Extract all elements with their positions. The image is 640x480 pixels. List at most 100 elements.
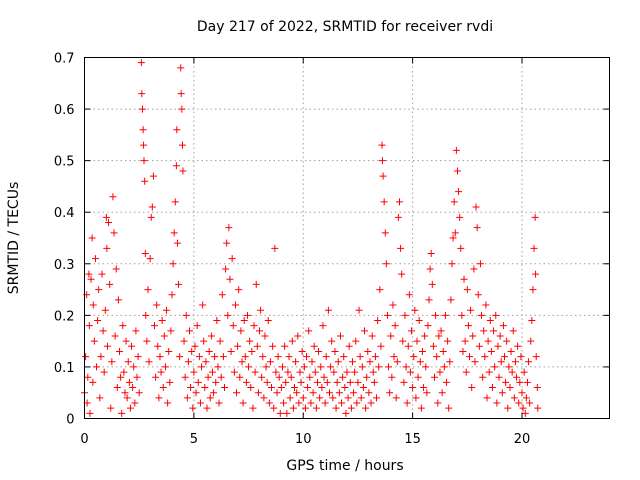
data-point bbox=[513, 373, 521, 381]
data-point bbox=[133, 373, 141, 381]
data-point bbox=[245, 363, 253, 371]
data-point bbox=[189, 404, 197, 412]
data-point bbox=[265, 399, 273, 407]
data-point bbox=[227, 347, 235, 355]
data-point bbox=[381, 229, 389, 237]
data-point bbox=[294, 332, 302, 340]
data-point bbox=[303, 353, 311, 361]
data-point bbox=[487, 347, 495, 355]
data-point bbox=[530, 244, 538, 252]
data-point bbox=[231, 301, 239, 309]
data-point bbox=[173, 239, 181, 247]
data-point bbox=[434, 399, 442, 407]
data-point bbox=[437, 327, 445, 335]
data-point bbox=[94, 317, 102, 325]
data-point bbox=[254, 389, 262, 397]
data-point bbox=[111, 332, 119, 340]
data-point bbox=[451, 229, 459, 237]
data-point bbox=[177, 90, 185, 98]
data-point bbox=[144, 286, 152, 294]
data-point bbox=[383, 311, 391, 319]
data-point bbox=[405, 291, 413, 299]
data-point bbox=[297, 378, 305, 386]
data-point bbox=[291, 384, 298, 392]
data-point bbox=[394, 213, 402, 221]
data-point bbox=[439, 347, 447, 355]
data-point bbox=[503, 337, 511, 345]
data-point bbox=[399, 337, 407, 345]
data-point bbox=[158, 317, 166, 325]
data-point bbox=[388, 373, 396, 381]
data-point bbox=[330, 368, 338, 376]
data-point bbox=[511, 358, 519, 366]
data-point bbox=[444, 337, 452, 345]
data-point bbox=[112, 265, 120, 273]
data-point bbox=[134, 353, 142, 361]
data-point bbox=[396, 198, 403, 206]
data-point bbox=[106, 280, 114, 288]
data-point bbox=[312, 404, 320, 412]
data-point bbox=[356, 353, 364, 361]
data-point bbox=[215, 399, 223, 407]
data-point bbox=[210, 389, 218, 397]
data-point bbox=[181, 373, 189, 381]
data-point bbox=[364, 347, 372, 355]
data-point bbox=[438, 389, 446, 397]
data-point bbox=[306, 373, 314, 381]
data-point bbox=[343, 368, 351, 376]
data-point bbox=[157, 368, 165, 376]
data-point bbox=[221, 384, 228, 392]
data-point bbox=[478, 311, 486, 319]
data-point bbox=[392, 394, 400, 402]
data-point bbox=[193, 322, 201, 330]
data-point bbox=[456, 213, 464, 221]
plot-frame bbox=[84, 57, 610, 419]
data-point bbox=[359, 384, 367, 392]
data-point bbox=[505, 363, 513, 371]
data-point bbox=[328, 337, 336, 345]
data-point bbox=[253, 342, 261, 350]
data-point bbox=[319, 322, 327, 330]
data-point bbox=[468, 384, 476, 392]
data-point bbox=[269, 342, 277, 350]
data-point bbox=[402, 363, 410, 371]
data-point bbox=[331, 347, 339, 355]
data-point bbox=[476, 260, 484, 268]
data-point bbox=[506, 384, 514, 392]
data-point bbox=[495, 373, 503, 381]
data-point bbox=[362, 404, 370, 412]
data-point bbox=[113, 384, 121, 392]
data-point bbox=[262, 363, 270, 371]
data-point bbox=[155, 394, 163, 402]
data-point bbox=[375, 363, 383, 371]
data-point bbox=[480, 327, 488, 335]
data-point bbox=[261, 332, 269, 340]
data-point bbox=[246, 337, 254, 345]
data-point bbox=[316, 394, 324, 402]
data-point bbox=[88, 234, 96, 242]
data-point bbox=[85, 270, 93, 278]
data-point bbox=[248, 347, 256, 355]
data-point bbox=[124, 358, 132, 366]
data-point bbox=[403, 399, 411, 407]
data-point bbox=[318, 384, 326, 392]
data-point bbox=[452, 146, 460, 154]
data-point bbox=[300, 363, 308, 371]
data-point bbox=[459, 347, 467, 355]
data-point bbox=[120, 368, 128, 376]
data-point bbox=[455, 188, 463, 196]
data-point bbox=[137, 59, 145, 67]
data-point bbox=[327, 363, 335, 371]
data-point bbox=[415, 317, 423, 325]
data-point bbox=[138, 90, 146, 98]
data-point bbox=[471, 358, 479, 366]
data-point bbox=[208, 368, 216, 376]
data-point bbox=[324, 306, 332, 314]
data-point bbox=[90, 337, 98, 345]
data-point bbox=[475, 342, 483, 350]
data-point bbox=[119, 322, 127, 330]
data-point bbox=[424, 322, 432, 330]
data-point bbox=[520, 368, 528, 376]
data-point bbox=[299, 394, 307, 402]
data-point bbox=[457, 244, 465, 252]
